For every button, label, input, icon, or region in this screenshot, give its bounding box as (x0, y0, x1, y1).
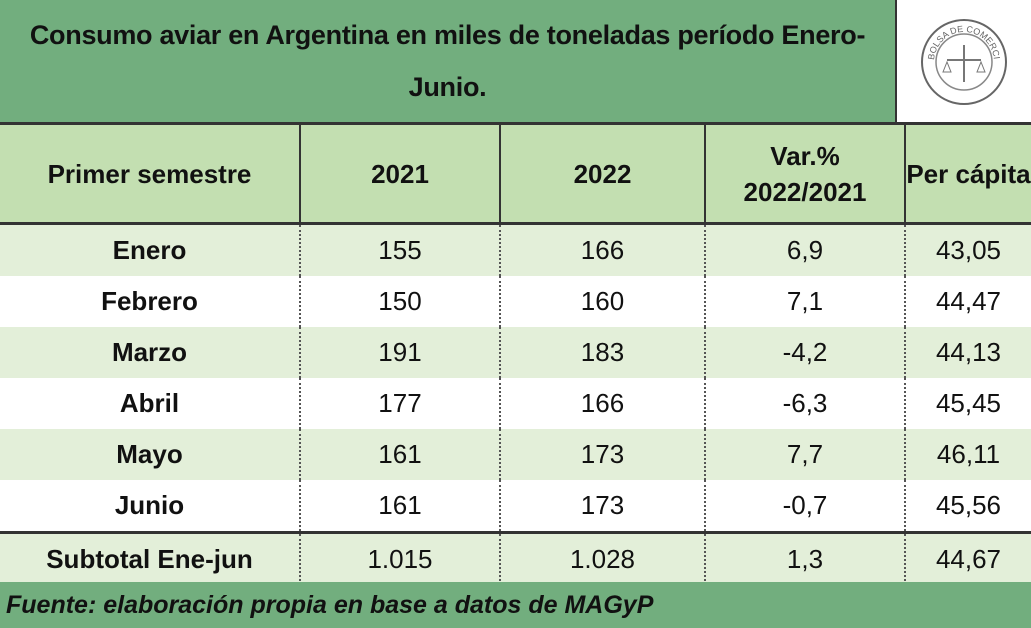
data-row: Mayo 161 173 7,7 46,11 (0, 429, 1031, 480)
row-label: Mayo (0, 429, 300, 480)
row-label: Febrero (0, 276, 300, 327)
cell: 183 (499, 327, 705, 378)
logo: BOLSA DE COMERCIO DE ROSARIO (893, 0, 1007, 105)
header-cell: Per cápita (904, 125, 1031, 225)
cell: 46,11 (904, 429, 1031, 480)
cell: 44,13 (904, 327, 1031, 378)
logo-cell: BOLSA DE COMERCIO DE ROSARIO (893, 0, 1031, 125)
data-row: Marzo 191 183 -4,2 44,13 (0, 327, 1031, 378)
row-label: Junio (0, 480, 300, 533)
data-row: Febrero 150 160 7,1 44,47 (0, 276, 1031, 327)
cell: 191 (299, 327, 500, 378)
cell: 44,67 (904, 531, 1031, 588)
row-label: Subtotal Ene-jun (0, 531, 300, 588)
data-row: Junio 161 173 -0,7 45,56 (0, 480, 1031, 533)
cell: 177 (299, 378, 500, 429)
cell: 1,3 (704, 531, 905, 588)
header-cell: Var.% 2022/2021 (704, 125, 905, 225)
logo-text-path: BOLSA DE COMERCIO DE ROSARIO (893, 0, 1001, 60)
row-label: Enero (0, 223, 300, 276)
cell: 44,47 (904, 276, 1031, 327)
cell: -4,2 (704, 327, 905, 378)
cell: 160 (499, 276, 705, 327)
header-row: Primer semestre 2021 2022 Var.% 2022/2021 Pe… (0, 125, 1031, 225)
header-cell: 2021 (299, 125, 500, 225)
header-cell: 2022 (499, 125, 705, 225)
cell: 161 (299, 480, 500, 533)
table: Primer semestre 2021 2022 Var.% 2022/2021 Pe… (0, 125, 1031, 588)
header-cell: Primer semestre (0, 125, 300, 225)
cell: -0,7 (704, 480, 905, 533)
subtotal-row: Subtotal Ene-jun 1.015 1.028 1,3 44,67 (0, 531, 1031, 588)
cell: 173 (499, 480, 705, 533)
logo-ring (921, 19, 1007, 105)
cell: 7,7 (704, 429, 905, 480)
cell: 43,05 (904, 223, 1031, 276)
cell: 45,56 (904, 480, 1031, 533)
cell: 161 (299, 429, 500, 480)
cell: 150 (299, 276, 500, 327)
row-label: Marzo (0, 327, 300, 378)
cell: 166 (499, 223, 705, 276)
cell: -6,3 (704, 378, 905, 429)
source: Fuente: elaboración propia en base a dat… (0, 582, 1031, 628)
logo-ring (935, 33, 993, 91)
cell: 7,1 (704, 276, 905, 327)
logo-text: BOLSA DE COMERCIO DE ROSARIO (897, 0, 1002, 60)
cell: 166 (499, 378, 705, 429)
cell: 1.028 (499, 531, 705, 588)
cell: 45,45 (904, 378, 1031, 429)
data-row: Abril 177 166 -6,3 45,45 (0, 378, 1031, 429)
row-label: Abril (0, 378, 300, 429)
cell: 1.015 (299, 531, 500, 588)
logo-pans (942, 60, 986, 73)
cell: 155 (299, 223, 500, 276)
data-row: Enero 155 166 6,9 43,05 (0, 223, 1031, 276)
cell: 6,9 (704, 223, 905, 276)
cell: 173 (499, 429, 705, 480)
title: Consumo aviar en Argentina en miles de t… (0, 0, 897, 125)
